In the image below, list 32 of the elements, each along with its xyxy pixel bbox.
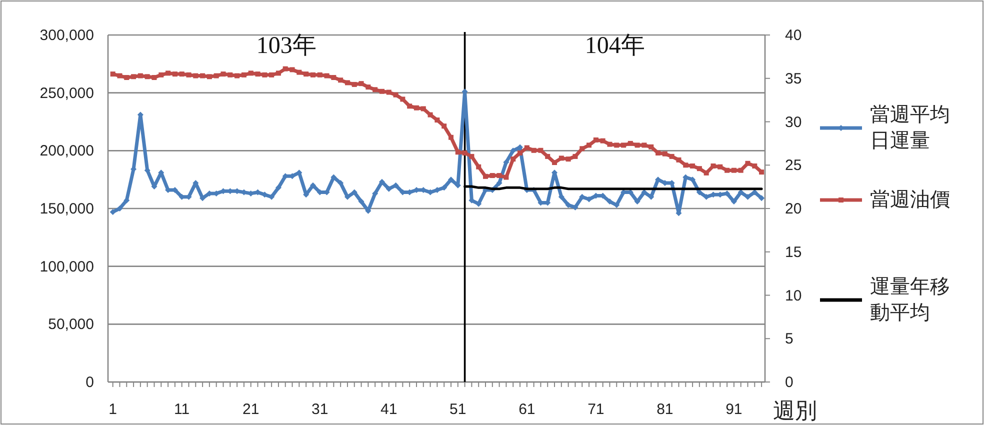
y-tick-label: 0: [86, 374, 94, 391]
x-tick-label: 11: [174, 401, 190, 418]
y2-tick-label: 10: [785, 287, 802, 304]
x-tick-label: 31: [312, 401, 328, 418]
x-tick-label: 21: [242, 401, 260, 418]
annotation: 104年: [584, 33, 645, 59]
y-tick-label: 100,000: [40, 258, 94, 276]
y2-tick-label: 30: [785, 114, 802, 131]
x-tick-label: 51: [450, 401, 466, 418]
x-tick-label: 91: [726, 401, 742, 418]
y2-tick-label: 20: [785, 200, 802, 218]
x-tick-label: 71: [588, 401, 604, 418]
y-tick-label: 50,000: [48, 316, 94, 334]
y-tick-label: 200,000: [40, 142, 94, 160]
legend-label: 當週平均日運量: [870, 104, 950, 152]
y2-tick-label: 15: [785, 244, 802, 261]
x-axis-title: 週別: [773, 398, 817, 423]
y2-tick-label: 0: [785, 374, 794, 391]
y-tick-label: 150,000: [40, 200, 94, 218]
annotation: 103年: [256, 33, 316, 59]
legend-label: 運量年移動平均: [870, 276, 950, 324]
y2-tick-label: 25: [785, 157, 802, 174]
x-tick-label: 61: [518, 401, 536, 418]
x-tick-label: 81: [656, 401, 674, 418]
y-tick-label: 250,000: [40, 84, 94, 102]
legend-label: 當週油價: [870, 189, 950, 211]
y2-tick-label: 35: [785, 70, 802, 88]
x-tick-label: 41: [380, 401, 398, 418]
y2-tick-label: 5: [785, 330, 794, 348]
y2-tick-label: 40: [785, 27, 802, 44]
y-tick-label: 300,000: [40, 27, 94, 44]
x-tick-label: 1: [108, 401, 118, 418]
